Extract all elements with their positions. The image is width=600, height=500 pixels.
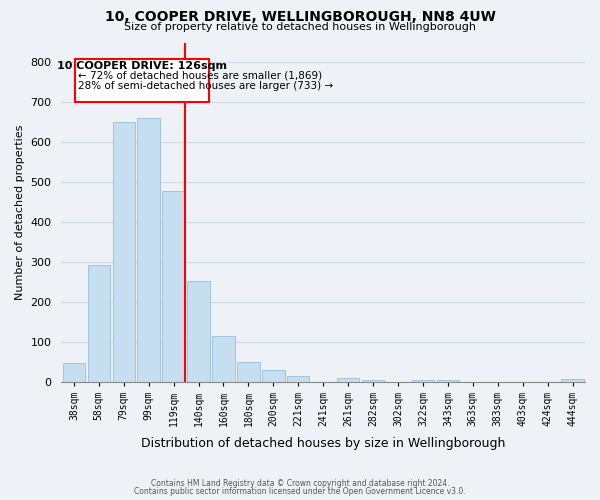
Bar: [113, 122, 135, 382]
Text: 10, COOPER DRIVE, WELLINGBOROUGH, NN8 4UW: 10, COOPER DRIVE, WELLINGBOROUGH, NN8 4U…: [104, 10, 496, 24]
Bar: [362, 380, 384, 382]
Bar: [337, 378, 359, 382]
Text: 28% of semi-detached houses are larger (733) →: 28% of semi-detached houses are larger (…: [77, 81, 333, 91]
FancyBboxPatch shape: [75, 60, 209, 102]
Bar: [62, 363, 85, 382]
Text: Size of property relative to detached houses in Wellingborough: Size of property relative to detached ho…: [124, 22, 476, 32]
X-axis label: Distribution of detached houses by size in Wellingborough: Distribution of detached houses by size …: [141, 437, 505, 450]
Bar: [262, 370, 284, 382]
Bar: [412, 380, 434, 382]
Bar: [212, 336, 235, 382]
Bar: [287, 376, 310, 382]
Text: Contains HM Land Registry data © Crown copyright and database right 2024.: Contains HM Land Registry data © Crown c…: [151, 478, 449, 488]
Bar: [237, 362, 260, 382]
Bar: [163, 190, 185, 382]
Bar: [437, 380, 459, 382]
Text: 10 COOPER DRIVE: 126sqm: 10 COOPER DRIVE: 126sqm: [57, 62, 227, 72]
Text: Contains public sector information licensed under the Open Government Licence v3: Contains public sector information licen…: [134, 487, 466, 496]
Bar: [562, 379, 584, 382]
Text: ← 72% of detached houses are smaller (1,869): ← 72% of detached houses are smaller (1,…: [77, 70, 322, 81]
Y-axis label: Number of detached properties: Number of detached properties: [15, 124, 25, 300]
Bar: [88, 264, 110, 382]
Bar: [137, 118, 160, 382]
Bar: [187, 280, 210, 382]
